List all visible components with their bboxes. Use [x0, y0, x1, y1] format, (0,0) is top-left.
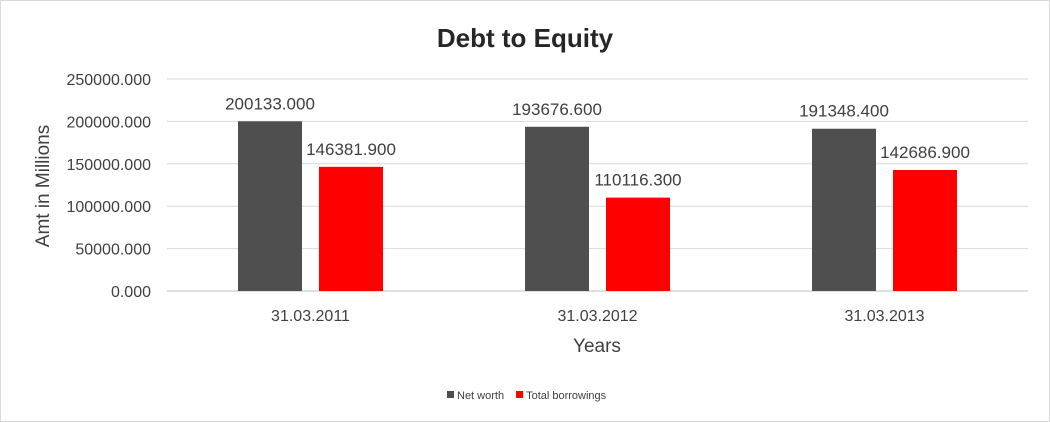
- y-tick-label: 100000.000: [66, 199, 151, 216]
- x-tick-label: 31.03.2012: [557, 308, 637, 325]
- gridlines: [167, 78, 1028, 292]
- y-tick-label: 250000.000: [66, 72, 151, 89]
- x-tick-label: 31.03.2013: [844, 308, 924, 325]
- legend: Net worth Total borrowings: [447, 390, 607, 402]
- data-labels: 200133.000 146381.900 193676.600 110116.300…: [225, 94, 970, 189]
- data-label: 191348.400: [799, 102, 889, 121]
- bar-net-worth: [812, 128, 876, 291]
- y-axis-title: Amt in Millions: [33, 125, 54, 247]
- bar-net-worth: [238, 121, 302, 291]
- x-tick-label: 31.03.2011: [271, 308, 350, 325]
- data-label: 193676.600: [512, 100, 602, 119]
- bar-total-borrowings: [893, 170, 957, 291]
- bars: [238, 121, 957, 292]
- y-tick-labels: 0.000 50000.000 100000.000 150000.000 200000…: [66, 72, 151, 301]
- x-tick-labels: 31.03.2011 31.03.2012 31.03.2013: [271, 308, 925, 325]
- legend-swatch: [516, 391, 524, 398]
- data-label: 146381.900: [306, 140, 396, 159]
- legend-label: Total borrowings: [526, 390, 607, 402]
- data-label: 142686.900: [880, 143, 970, 162]
- y-tick-label: 150000.000: [66, 157, 151, 174]
- data-label: 200133.000: [225, 94, 315, 113]
- bar-total-borrowings: [319, 166, 383, 291]
- y-tick-label: 200000.000: [66, 114, 151, 131]
- legend-label: Net worth: [457, 390, 504, 402]
- bar-total-borrowings: [606, 197, 670, 291]
- y-tick-label: 0.000: [111, 284, 151, 301]
- x-axis-title: Years: [573, 336, 621, 357]
- data-label: 110116.300: [594, 171, 681, 190]
- legend-swatch: [447, 391, 454, 398]
- y-tick-label: 50000.000: [75, 242, 151, 259]
- bar-net-worth: [525, 126, 589, 292]
- chart-title: Debt to Equity: [437, 23, 614, 53]
